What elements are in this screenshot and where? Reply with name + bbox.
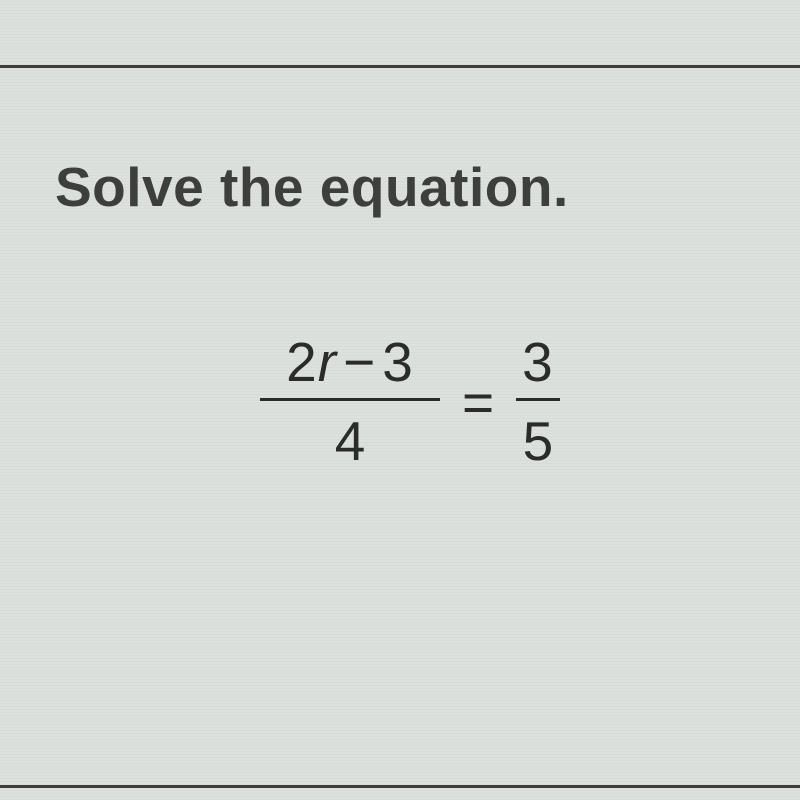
coefficient: 2: [286, 331, 318, 393]
left-fraction: 2r−3 4: [260, 330, 440, 473]
variable: r: [318, 331, 337, 393]
instruction-text: Solve the equation.: [55, 155, 760, 219]
minus-operator: −: [343, 330, 376, 394]
right-fraction: 3 5: [516, 330, 560, 473]
problem-content: Solve the equation.: [55, 155, 760, 219]
right-denominator: 5: [517, 401, 560, 473]
bottom-divider: [0, 785, 800, 788]
constant: 3: [382, 331, 414, 393]
left-numerator: 2r−3: [260, 330, 440, 398]
equation: 2r−3 4 = 3 5: [260, 330, 560, 473]
right-numerator: 3: [516, 330, 560, 398]
equals-sign: =: [462, 370, 494, 434]
top-divider: [0, 65, 800, 68]
left-denominator: 4: [329, 401, 372, 473]
